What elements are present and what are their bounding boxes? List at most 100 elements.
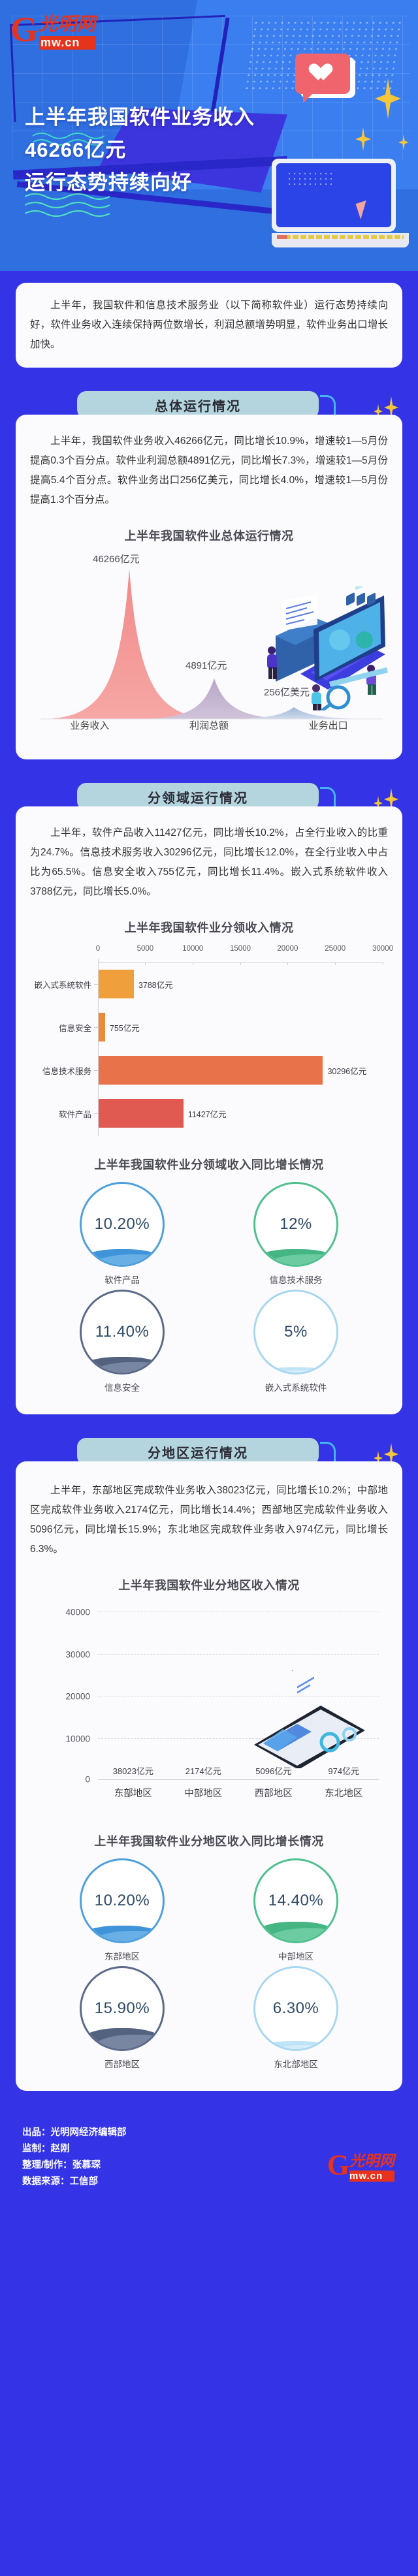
hbar-xtick-2: 10000 — [182, 945, 204, 953]
logo-mark: G — [10, 10, 39, 49]
heart-icon — [314, 64, 333, 82]
hbar-xtick-1: 5000 — [137, 945, 154, 953]
vbar-column: 5096亿元 — [238, 1764, 309, 1779]
page-title-line-1: 上半年我国软件业务收入 — [25, 106, 255, 129]
hbar-xaxis-labels: 0 5000 10000 15000 20000 25000 30000 — [96, 945, 393, 962]
gauge-cell: 5% 嵌入式系统软件 — [209, 1290, 383, 1393]
credit-producer: 出品：光明网经济编辑部 — [22, 2127, 127, 2138]
gauges-domain-growth: 10.20% 软件产品 12% 信息技术服务 11.40% 信息安全 — [30, 1179, 388, 1401]
gauge-label-0: 软件产品 — [104, 1275, 140, 1285]
spike-category-3: 业务出口 — [308, 720, 348, 731]
gauge-value-1: 12% — [280, 1215, 312, 1233]
hbar-baseline — [98, 959, 99, 1136]
gauge-label-region-1: 中部地区 — [278, 1952, 314, 1962]
hbar-bar-3 — [98, 1099, 184, 1128]
vbar-value-0: 38023亿元 — [112, 1766, 153, 1776]
gauge-value-region-1: 14.40% — [268, 1892, 324, 1909]
footer-credits: 出品：光明网经济编辑部 监制：赵刚 整理/制作：张慕琛 数据来源：工信部 G 光… — [0, 2091, 418, 2212]
section-title-overall: 总体运行情况 — [77, 391, 319, 419]
vbar-ytick-20000: 20000 — [65, 1691, 90, 1702]
sparkle-icon-3 — [398, 135, 409, 150]
gauge-cell: 14.40% 中部地区 — [209, 1858, 383, 1962]
page-title: 上半年我国软件业务收入 46266亿元 运行态势持续向好 — [25, 101, 255, 199]
vbar-category-0: 东部地区 — [114, 1789, 152, 1799]
vbar-column: 38023亿元 — [98, 1764, 169, 1779]
footer-logo-name-en: mw.cn — [349, 2171, 394, 2182]
domain-card: 上半年，软件产品收入11427亿元，同比增长10.2%，占全行业收入的比重为24… — [16, 806, 402, 1414]
gauge-cell: 11.40% 信息安全 — [35, 1290, 209, 1393]
sparkle-icon-1 — [375, 78, 401, 119]
gauge-cell: 6.30% 东北部地区 — [209, 1966, 383, 2070]
gmw-logo[interactable]: G 光明网 mw.cn — [10, 5, 121, 54]
chart-overall-spike: 46266亿元 4891亿元 256亿美元 — [30, 550, 388, 746]
laptop-keys — [277, 235, 404, 239]
vbar-xaxis: 东部地区 中部地区 西部地区 东北地区 — [98, 1786, 379, 1800]
liquid-gauge-region-0: 10.20% — [80, 1858, 165, 1943]
laptop-display — [276, 163, 391, 227]
spike-category-2: 利润总额 — [189, 720, 229, 731]
gauge-value-0: 10.20% — [94, 1215, 150, 1233]
region-card: 上半年，东部地区完成软件业务收入38023亿元，同比增长10.2%；中部地区完成… — [16, 1461, 402, 2091]
vbar-columns: 38023亿元 2174亿元 5096亿元 974亿元 — [98, 1612, 379, 1779]
vbar-category-1: 中部地区 — [184, 1789, 223, 1799]
credit-supervisor: 监制：赵刚 — [22, 2144, 70, 2154]
hbar-row-tick — [94, 983, 98, 985]
hbar-xtick-3: 15000 — [230, 945, 251, 953]
hbar-bar-0 — [98, 970, 134, 998]
vbar-column: 2174亿元 — [169, 1764, 239, 1779]
section-header-domain: 分领域运行情况 — [16, 783, 402, 821]
gauges-region-growth: 10.20% 东部地区 14.40% 中部地区 15.90% 西部地区 — [30, 1856, 388, 2078]
hbar-value-2: 30296亿元 — [327, 1066, 367, 1076]
gauge-cell: 10.20% 软件产品 — [35, 1182, 209, 1286]
liquid-gauge-2: 11.40% — [80, 1290, 165, 1375]
hbar-category-3: 软件产品 — [58, 1109, 91, 1119]
hbar-row: 软件产品 11427亿元 — [30, 1092, 383, 1135]
intro-paragraph: 上半年，我国软件和信息技术服务业（以下简称软件业）运行态势持续向好，软件业务收入… — [30, 300, 388, 350]
hbar-value-1: 755亿元 — [109, 1023, 140, 1033]
chart-title-region-bar: 上半年我国软件业分地区收入情况 — [118, 1579, 300, 1592]
chart-title-overall: 上半年我国软件业总体运行情况 — [124, 530, 294, 543]
hbar-bar-2 — [98, 1056, 323, 1085]
gauge-label-region-2: 西部地区 — [104, 2059, 140, 2069]
hbar-category-0: 嵌入式系统软件 — [34, 980, 91, 990]
hbar-rows: 嵌入式系统软件 3788亿元 信息安全 755亿元 信息 — [30, 962, 383, 1135]
hbar-value-0: 3788亿元 — [138, 980, 173, 990]
chart-title-domain-growth: 上半年我国软件业分领域收入同比增长情况 — [94, 1158, 324, 1171]
section-header-overall: 总体运行情况 — [16, 391, 402, 429]
hbar-row: 信息技术服务 30296亿元 — [30, 1049, 383, 1092]
page-title-line-2: 46266亿元 — [25, 138, 127, 161]
credit-editor: 整理/制作：张慕琛 — [22, 2160, 101, 2171]
liquid-gauge-1: 12% — [253, 1182, 338, 1267]
hbar-row: 信息安全 755亿元 — [30, 1006, 383, 1049]
gauge-value-3: 5% — [284, 1323, 308, 1341]
vbar-value-1: 2174亿元 — [185, 1766, 221, 1776]
gauge-label-2: 信息安全 — [104, 1383, 140, 1393]
hbar-track: 30296亿元 — [98, 1049, 383, 1092]
hbar-xtick-6: 30000 — [372, 945, 393, 953]
laptop-keyboard — [272, 233, 409, 247]
laptop-screen — [272, 159, 396, 232]
vbar-category-2: 西部地区 — [254, 1789, 293, 1799]
page-title-line-3: 运行态势持续向好 — [25, 171, 192, 194]
liquid-gauge-region-2: 15.90% — [80, 1966, 165, 2051]
liquid-gauge-region-3: 6.30% — [253, 1966, 338, 2051]
hbar-track: 3788亿元 — [98, 962, 383, 1006]
domain-paragraph: 上半年，软件产品收入11427亿元，同比增长10.2%，占全行业收入的比重为24… — [30, 827, 388, 897]
liquid-gauge-0: 10.20% — [80, 1182, 165, 1267]
wave-decor-2 — [25, 191, 110, 217]
hbar-category-2: 信息技术服务 — [42, 1066, 91, 1076]
gauge-cell: 12% 信息技术服务 — [209, 1182, 383, 1286]
credit-data-source: 数据来源：工信部 — [22, 2176, 98, 2187]
vbar-value-3: 974亿元 — [328, 1766, 360, 1776]
liquid-gauge-3: 5% — [253, 1290, 338, 1375]
hbar-bar-1 — [98, 1013, 105, 1042]
gmw-logo-footer[interactable]: G 光明网 mw.cn — [327, 2148, 394, 2182]
hbar-track: 755亿元 — [98, 1006, 383, 1049]
wave-decor-1 — [33, 131, 104, 148]
laptop-chart-illustration — [225, 586, 388, 710]
footer-logo-name-cn: 光明网 — [349, 2153, 394, 2169]
sparkle-icon-2 — [355, 127, 371, 151]
gauge-cell: 10.20% 东部地区 — [35, 1858, 209, 1962]
logo-name-en: mw.cn — [39, 35, 97, 50]
